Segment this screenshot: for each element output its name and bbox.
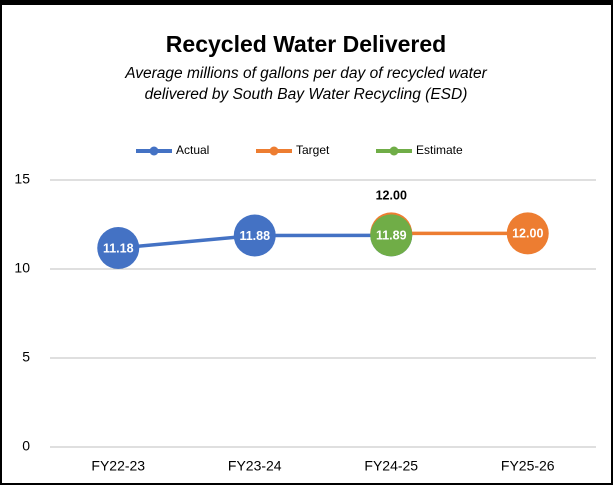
chart-subtitle: Average millions of gallons per day of r… — [124, 65, 487, 82]
legend-marker — [149, 146, 159, 156]
legend-marker — [389, 146, 399, 156]
legend-label: Actual — [176, 143, 209, 157]
data-label: 11.18 — [103, 241, 134, 255]
legend-label: Target — [296, 143, 330, 157]
data-point — [233, 214, 276, 257]
legend-marker — [269, 146, 279, 156]
y-tick-label: 10 — [14, 260, 30, 276]
chart-subtitle: delivered by South Bay Water Recycling (… — [145, 86, 468, 103]
x-tick-label: FY24-25 — [364, 458, 418, 474]
data-point — [506, 212, 549, 255]
legend-label: Estimate — [416, 143, 463, 157]
x-tick-label: FY25-26 — [501, 458, 555, 474]
x-tick-label: FY23-24 — [228, 458, 282, 474]
y-tick-label: 15 — [14, 171, 30, 187]
data-point — [97, 226, 140, 269]
data-label: 12.00 — [512, 227, 543, 241]
data-label: 12.00 — [376, 189, 407, 203]
chart-title: Recycled Water Delivered — [166, 31, 446, 57]
data-label: 11.89 — [376, 229, 407, 243]
data-label: 11.88 — [239, 229, 270, 243]
y-tick-label: 5 — [22, 349, 30, 365]
x-tick-label: FY22-23 — [91, 458, 145, 474]
y-tick-label: 0 — [22, 438, 30, 454]
data-point — [370, 214, 413, 257]
top-border — [0, 0, 613, 5]
